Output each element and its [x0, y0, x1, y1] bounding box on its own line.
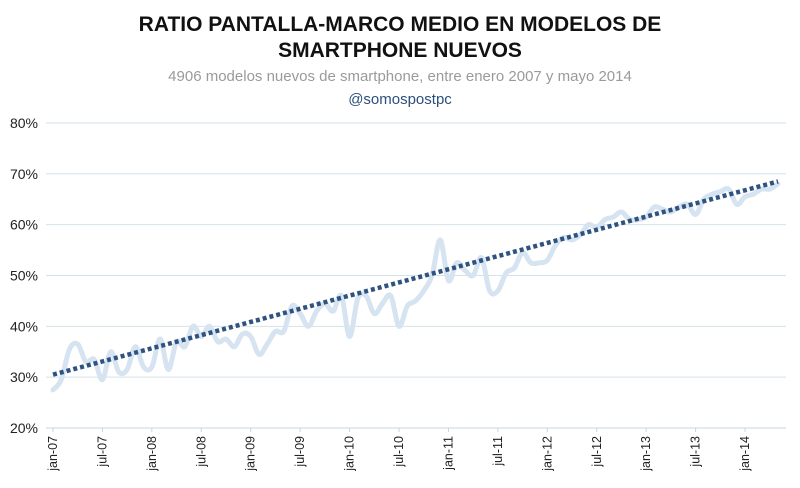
gridlines [46, 122, 786, 429]
x-tick-label: jan-07 [46, 436, 60, 472]
chart-title-line-2: SMARTPHONE NUEVOS [278, 39, 522, 62]
y-tick-label: 40% [10, 318, 38, 334]
x-tick-label: jul-08 [194, 436, 208, 468]
y-tick-label: 30% [10, 369, 38, 385]
chart-subtitle: 4906 modelos nuevos de smartphone, entre… [168, 68, 632, 85]
y-tick-label: 70% [10, 166, 38, 182]
x-tick-label: jan-08 [145, 436, 159, 472]
chart-credit: @somospostpc [348, 91, 452, 108]
series-group [50, 179, 781, 393]
x-tick-label: jan-12 [540, 436, 554, 472]
y-axis-ticks: 20% 30% 40% 50% 60% 70% 80% [10, 115, 38, 436]
x-tick-label: jul-09 [293, 436, 307, 468]
trend-line [52, 179, 779, 377]
x-tick-label: jan-13 [639, 436, 653, 472]
x-tick-label: jan-10 [343, 436, 357, 472]
x-tick-label: jan-11 [441, 436, 455, 471]
x-tick-label: jan-14 [738, 436, 752, 472]
chart-title-line-1: RATIO PANTALLA-MARCO MEDIO EN MODELOS DE [139, 13, 662, 36]
x-tick-label: jul-10 [392, 436, 406, 468]
x-tick-label: jul-12 [590, 436, 604, 468]
x-tick-label: jul-07 [95, 436, 109, 468]
y-tick-label: 80% [10, 115, 38, 131]
y-tick-label: 20% [10, 420, 38, 436]
x-tick-label: jul-11 [491, 436, 505, 467]
x-axis-ticks: jan-07 jul-07 jan-08 jul-08 jan-09 jul-09 jan-… [46, 428, 752, 472]
x-tick-label: jul-13 [689, 436, 703, 468]
y-tick-label: 50% [10, 268, 38, 284]
y-tick-label: 60% [10, 217, 38, 233]
series-line-monthly-ratio [50, 181, 781, 393]
x-tick-label: jan-09 [244, 436, 258, 472]
